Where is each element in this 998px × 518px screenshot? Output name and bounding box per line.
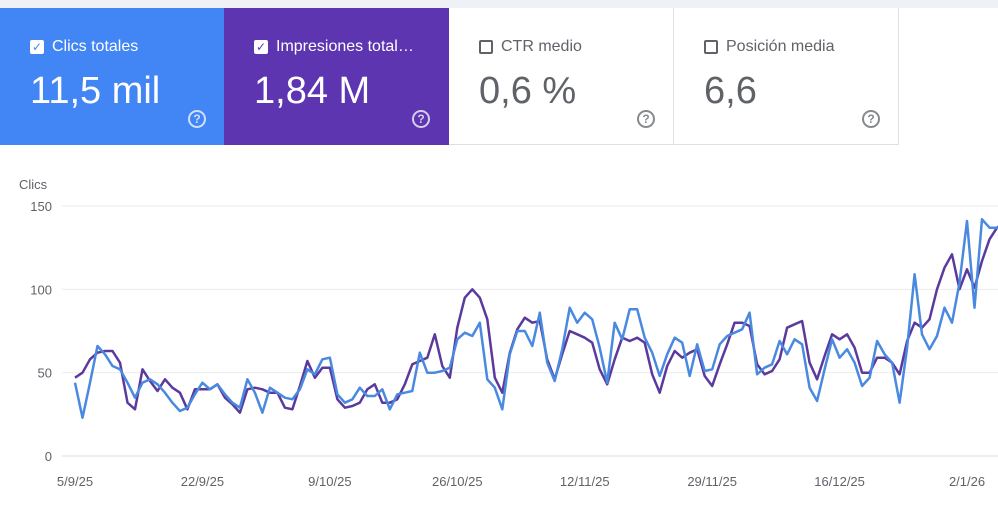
help-icon[interactable]: ?: [188, 110, 206, 128]
x-tick-label: 9/10/25: [308, 474, 351, 489]
y-tick-label: 150: [30, 199, 52, 214]
metric-label: Posición media: [726, 38, 835, 55]
x-tick-label: 22/9/25: [181, 474, 224, 489]
metric-card-impressions[interactable]: ✓ Impresiones total… 1,84 M ?: [224, 8, 449, 145]
metric-label: Clics totales: [52, 38, 139, 55]
x-tick-label: 5/9/25: [57, 474, 93, 489]
x-tick-label: 12/11/25: [560, 474, 610, 489]
x-tick-label: 26/10/25: [432, 474, 483, 489]
metric-label: CTR medio: [501, 38, 582, 55]
y-tick-label: 50: [38, 366, 52, 381]
x-tick-label: 16/12/25: [814, 474, 865, 489]
y-tick-label: 100: [30, 282, 52, 297]
help-icon[interactable]: ?: [637, 110, 655, 128]
metric-card-clicks[interactable]: ✓ Clics totales 11,5 mil ?: [0, 8, 225, 145]
top-strip: [0, 0, 998, 8]
metric-value: 0,6 %: [479, 70, 577, 112]
checkbox-checked-icon[interactable]: ✓: [30, 40, 44, 54]
help-icon[interactable]: ?: [412, 110, 430, 128]
checkbox-unchecked-icon[interactable]: [479, 40, 493, 54]
y-axis-label: Clics: [19, 177, 48, 192]
series-line-impressions: [74, 225, 998, 414]
metric-value: 11,5 mil: [30, 70, 161, 112]
help-icon[interactable]: ?: [862, 110, 880, 128]
x-tick-label: 2/1/26: [949, 474, 985, 489]
x-tick-label: 29/11/25: [687, 474, 737, 489]
metric-label: Impresiones total…: [276, 38, 414, 55]
checkbox-unchecked-icon[interactable]: [704, 40, 718, 54]
metric-card-ctr[interactable]: CTR medio 0,6 % ?: [449, 8, 674, 145]
metric-value: 1,84 M: [254, 70, 371, 112]
series-line-clicks: [73, 218, 998, 419]
checkbox-checked-icon[interactable]: ✓: [254, 40, 268, 54]
metric-card-position[interactable]: Posición media 6,6 ?: [674, 8, 899, 145]
metric-value: 6,6: [704, 70, 757, 112]
y-tick-label: 0: [45, 449, 52, 464]
